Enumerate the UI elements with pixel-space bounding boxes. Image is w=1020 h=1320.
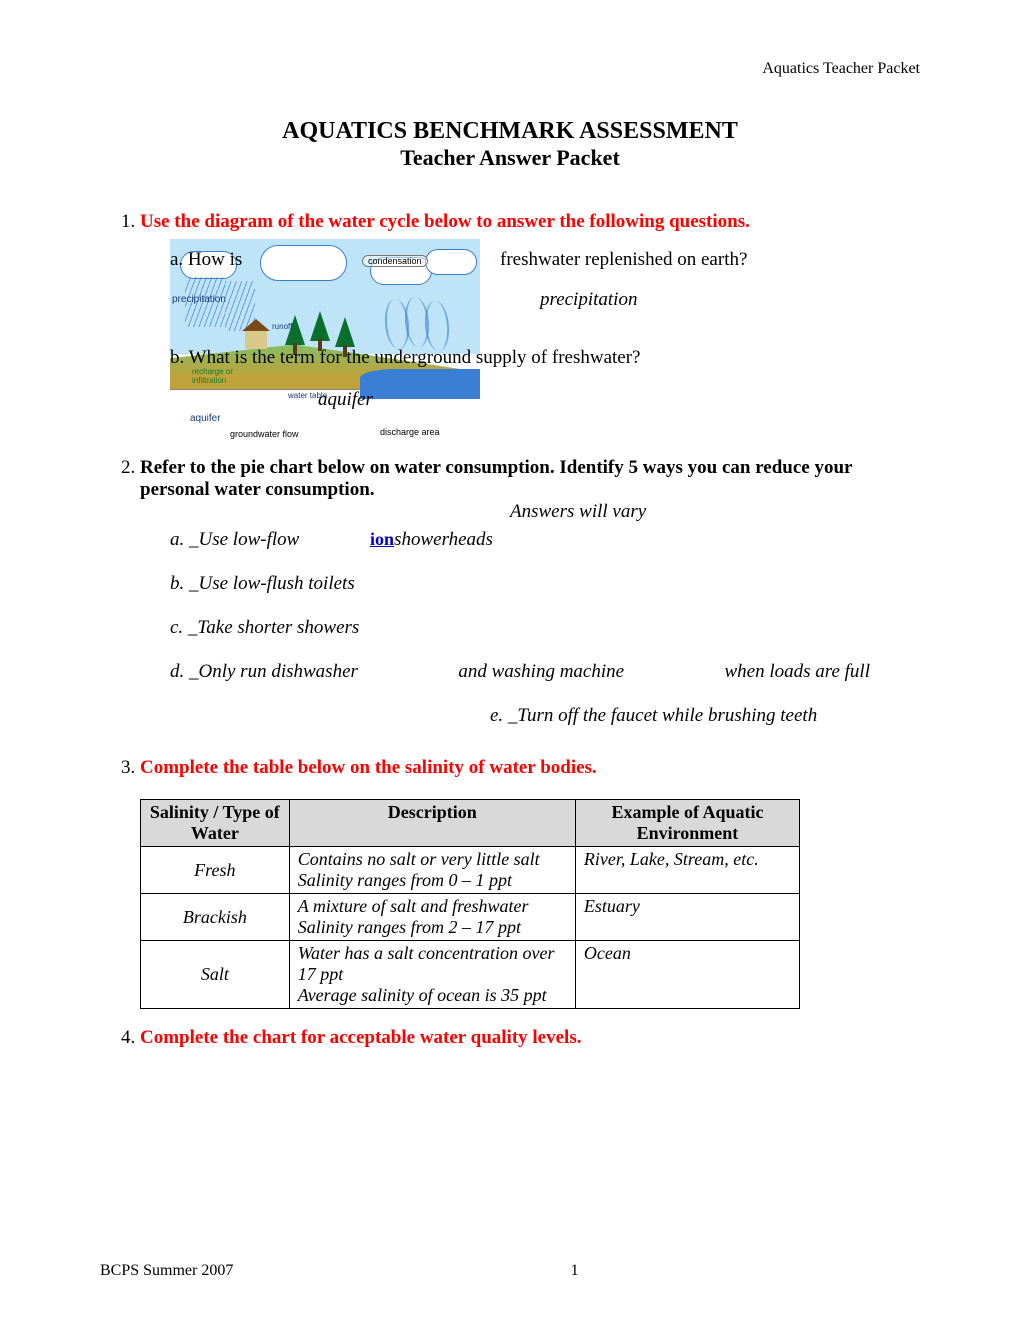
cell-ex-fresh: River, Lake, Stream, etc. bbox=[575, 847, 799, 894]
cell-type-brackish: Brackish bbox=[141, 894, 290, 941]
footer-pagenum: 1 bbox=[571, 1262, 579, 1280]
col-header-desc: Description bbox=[289, 800, 575, 847]
footer-left: BCPS Summer 2007 bbox=[100, 1262, 233, 1280]
col-header-type: Salinity / Type of Water bbox=[141, 800, 290, 847]
salinity-table: Salinity / Type of Water Description Exa… bbox=[140, 799, 800, 1009]
page-footer: BCPS Summer 2007 1 . bbox=[100, 1262, 920, 1280]
ion-fragment: ion bbox=[370, 529, 394, 550]
cell-ex-brackish: Estuary bbox=[575, 894, 799, 941]
col-header-ex: Example of Aquatic Environment bbox=[575, 800, 799, 847]
cell-ex-salt: Ocean bbox=[575, 941, 799, 1009]
q2-prompt: Refer to the pie chart below on water co… bbox=[140, 457, 852, 500]
cell-desc-brackish: A mixture of salt and freshwater Salinit… bbox=[289, 894, 575, 941]
question-3: Complete the table below on the salinity… bbox=[140, 757, 920, 1009]
q4-prompt: Complete the chart for acceptable water … bbox=[140, 1027, 581, 1048]
page-subtitle: Teacher Answer Packet bbox=[100, 145, 920, 171]
cell-desc-fresh: Contains no salt or very little salt Sal… bbox=[289, 847, 575, 894]
precipitation-label: precipitation bbox=[172, 294, 226, 305]
table-row: Salt Water has a salt concentration over… bbox=[141, 941, 800, 1009]
q1-prompt: Use the diagram of the water cycle below… bbox=[140, 211, 750, 232]
page-title: AQUATICS BENCHMARK ASSESSMENT bbox=[100, 118, 920, 145]
q1b-prompt: b. What is the term for the underground … bbox=[170, 347, 640, 369]
q2d-pre: d. _Only run dishwasher bbox=[170, 661, 358, 683]
discharge-label: discharge area bbox=[380, 427, 440, 437]
q1a-pre: a. How is bbox=[170, 249, 290, 271]
q1b-answer: aquifer bbox=[318, 389, 373, 411]
cell-desc-salt: Water has a salt concentration over 17 p… bbox=[289, 941, 575, 1009]
condensation-label: condensation bbox=[362, 255, 428, 267]
aquifer-label: aquifer bbox=[190, 413, 221, 424]
q2c: c. _Take shorter showers bbox=[170, 617, 359, 638]
groundwater-label: groundwater flow bbox=[230, 429, 299, 439]
question-4: Complete the chart for acceptable water … bbox=[140, 1027, 920, 1049]
question-2: Refer to the pie chart below on water co… bbox=[140, 457, 920, 727]
running-header: Aquatics Teacher Packet bbox=[100, 60, 920, 78]
q2d-mid: and washing machine bbox=[458, 661, 624, 683]
table-row: Brackish A mixture of salt and freshwate… bbox=[141, 894, 800, 941]
q3-prompt: Complete the table below on the salinity… bbox=[140, 757, 597, 778]
q2d-post: when loads are full bbox=[725, 661, 871, 683]
recharge-label: recharge or infiltration bbox=[192, 367, 233, 385]
title-block: AQUATICS BENCHMARK ASSESSMENT Teacher An… bbox=[100, 118, 920, 171]
q1a-answer: precipitation bbox=[540, 289, 637, 311]
q2b: b. _Use low-flush toilets bbox=[170, 573, 355, 594]
q2-vary: Answers will vary bbox=[510, 501, 646, 522]
question-1: Use the diagram of the water cycle below… bbox=[140, 211, 920, 439]
q1a-post: freshwater replenished on earth? bbox=[500, 249, 747, 271]
cell-type-salt: Salt bbox=[141, 941, 290, 1009]
table-header-row: Salinity / Type of Water Description Exa… bbox=[141, 800, 800, 847]
runoff-label: runoff bbox=[272, 322, 292, 331]
cell-type-fresh: Fresh bbox=[141, 847, 290, 894]
q2e: e. _Turn off the faucet while brushing t… bbox=[490, 705, 817, 726]
q2a-pre: a. _Use low-flow bbox=[170, 529, 299, 550]
q2a-post: showerheads bbox=[394, 529, 493, 550]
table-row: Fresh Contains no salt or very little sa… bbox=[141, 847, 800, 894]
